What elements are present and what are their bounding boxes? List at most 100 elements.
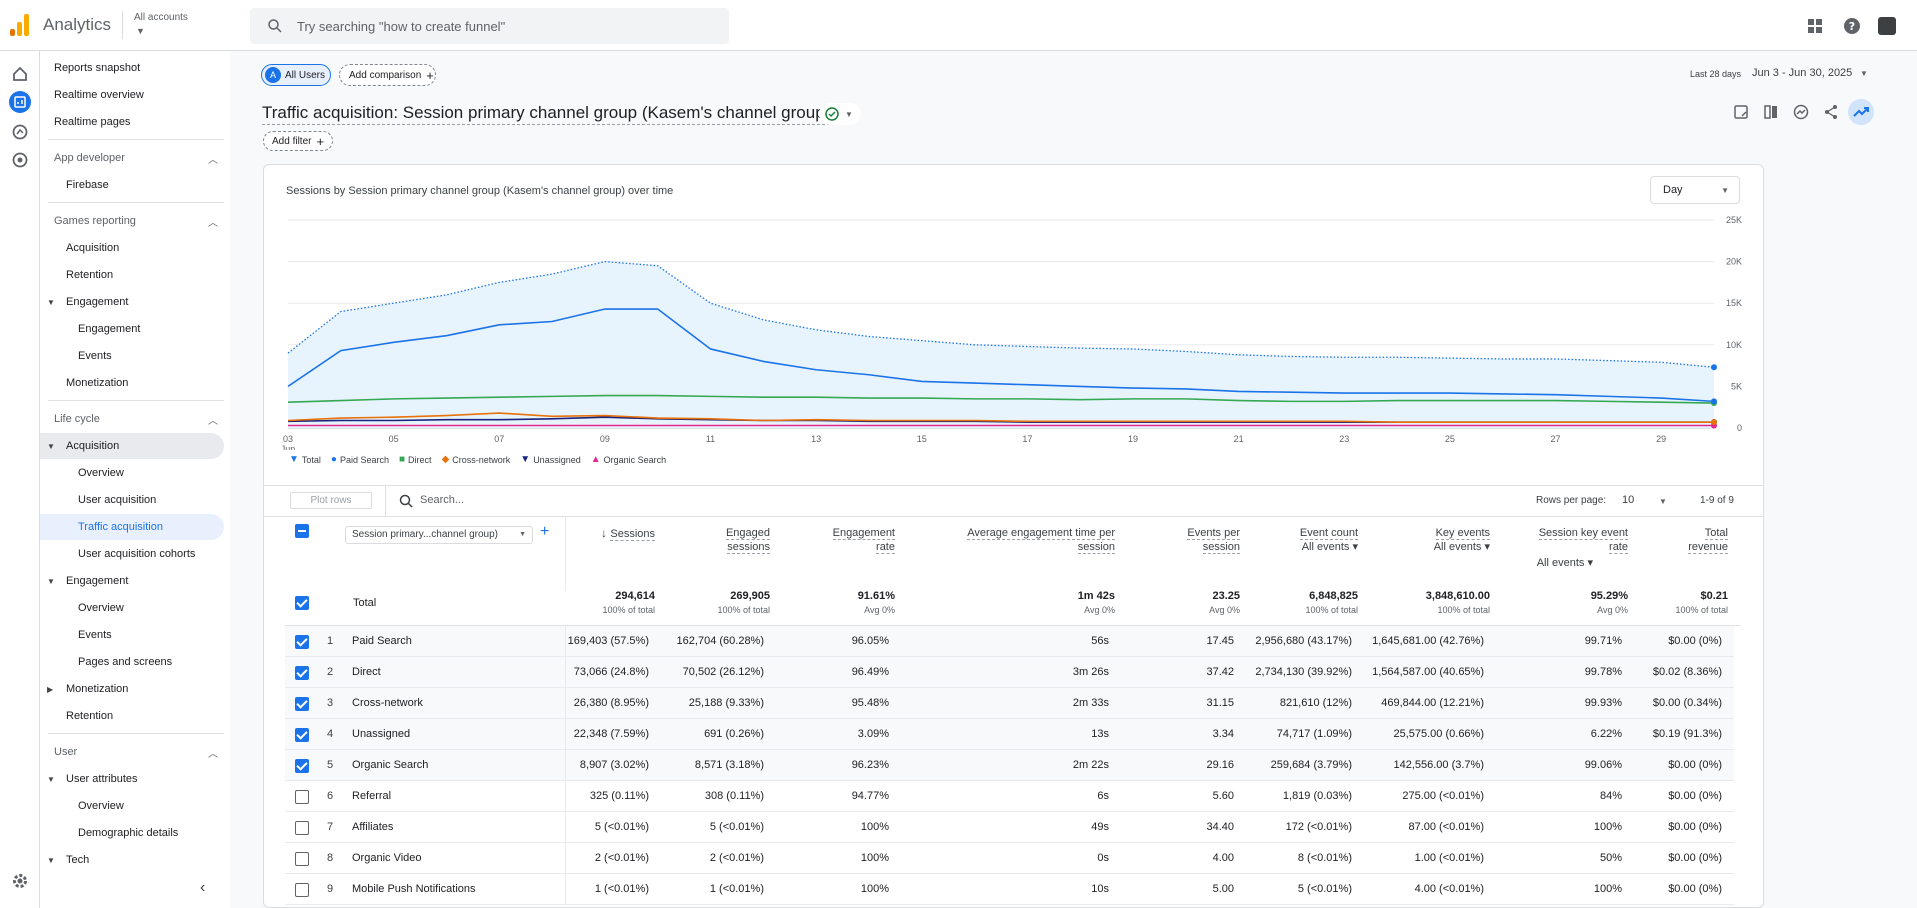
legend-item[interactable]: ◆ Cross-network [442,454,511,465]
nav-games-acquisition[interactable]: Acquisition [66,242,120,254]
nav-eng-events[interactable]: Events [78,629,112,641]
nav-games-monetization[interactable]: Monetization [66,377,129,389]
legend-item[interactable]: ■ Direct [399,454,432,465]
table-row[interactable]: 3 Cross-network 26,380 (8.95%) 25,188 (9.33… [285,688,1734,719]
legend-item[interactable]: ▼ Total [289,454,321,465]
collapse-nav-icon[interactable]: ‹ [200,879,206,896]
legend-item[interactable]: ▲ Organic Search [591,454,666,465]
reports-icon[interactable] [9,91,31,113]
help-icon[interactable]: ? [1842,16,1862,36]
row-checkbox[interactable] [295,883,309,897]
nav-user-acquisition-cohorts[interactable]: User acquisition cohorts [78,548,196,560]
nav-eng-overview[interactable]: Overview [78,602,124,614]
row-checkbox[interactable] [295,635,309,649]
avatar[interactable] [1878,17,1896,35]
nav-reports-snapshot[interactable]: Reports snapshot [54,62,141,74]
add-filter-button[interactable]: Add filter + [263,131,333,151]
table-row[interactable]: 2 Direct 73,066 (24.8%) 70,502 (26.12%) 96.4… [285,657,1734,688]
nav-attr-overview[interactable]: Overview [78,800,124,812]
y-tick-label: 25K [1726,215,1742,225]
nav-demographic-details[interactable]: Demographic details [78,827,179,839]
table-row[interactable]: 8 Organic Video 2 (<0.01%) 2 (<0.01%) 100% 0s… [285,843,1734,874]
expand-triangle-icon[interactable]: ▼ [47,775,55,784]
nav-acq-overview[interactable]: Overview [78,467,124,479]
add-comparison-button[interactable]: Add comparison + [339,64,436,86]
report-status-button[interactable]: ▼ [819,103,861,125]
nav-games-events[interactable]: Events [78,350,112,362]
nav-realtime-pages[interactable]: Realtime pages [54,116,131,128]
column-header[interactable]: Engaged sessions [570,526,770,554]
caret-down-icon[interactable]: ▼ [136,26,145,36]
legend-item[interactable]: ▼ Unassigned [520,454,580,465]
dimension-select[interactable]: Session primary...channel group) ▼ [345,526,533,544]
expand-triangle-icon[interactable]: ▼ [47,298,55,307]
nav-section-user[interactable]: User ︿ [54,739,230,765]
column-header[interactable]: ↓ Sessions [455,526,655,541]
column-header[interactable]: Engagement rate [695,526,895,554]
total-checkbox[interactable] [295,596,309,610]
column-header[interactable]: Event count All events ▾ [1158,526,1358,554]
nav-games-retention[interactable]: Retention [66,269,114,281]
row-checkbox[interactable] [295,759,309,773]
nav-section-games-reporting[interactable]: Games reporting ︿ [54,208,230,234]
nav-games-engagement-sub[interactable]: Engagement [78,323,141,335]
nav-monetization[interactable]: Monetization [66,683,129,695]
nav-acquisition[interactable]: ▼ Acquisition [40,433,224,459]
account-picker[interactable]: All accounts [134,12,188,23]
collapse-triangle-icon[interactable]: ▶ [47,685,54,694]
expand-triangle-icon[interactable]: ▼ [47,577,55,586]
table-row[interactable]: 1 Paid Search 169,403 (57.5%) 162,704 (60.2… [285,626,1734,657]
nav-section-app-developer[interactable]: App developer ︿ [54,145,230,171]
row-checkbox[interactable] [295,728,309,742]
nav-realtime-overview[interactable]: Realtime overview [54,89,144,101]
add-dimension-plus-icon[interactable]: + [540,523,550,540]
column-header[interactable]: Total revenue [1528,526,1728,554]
table-search-input[interactable]: Search... [420,494,465,506]
nav-retention[interactable]: Retention [66,710,114,722]
share-icon[interactable] [1822,103,1840,121]
row-checkbox[interactable] [295,821,309,835]
date-range-picker[interactable]: Jun 3 - Jun 30, 2025 [1752,67,1853,79]
nav-firebase[interactable]: Firebase [66,179,109,191]
column-header[interactable]: Key events All events ▾ [1290,526,1490,554]
column-header[interactable]: Session key event rate All events ▾ [1428,526,1628,570]
insights-icon[interactable] [1792,103,1810,121]
legend-item[interactable]: ● Paid Search [331,454,389,465]
edit-report-icon[interactable] [1732,103,1750,121]
all-users-chip[interactable]: A All Users [261,64,331,86]
column-header[interactable]: Events per session [1040,526,1240,554]
caret-down-icon[interactable]: ▼ [1659,497,1667,506]
table-row[interactable]: 5 Organic Search 8,907 (3.02%) 8,571 (3.18%… [285,750,1734,781]
nav-user-acquisition[interactable]: User acquisition [78,494,157,506]
row-checkbox[interactable] [295,852,309,866]
caret-down-icon[interactable]: ▼ [1860,69,1868,78]
table-row[interactable]: 9 Mobile Push Notifications 1 (<0.01%) 1 (<… [285,874,1734,905]
apps-grid-icon[interactable] [1805,16,1825,36]
table-row[interactable]: 7 Affiliates 5 (<0.01%) 5 (<0.01%) 100% 49s 34… [285,812,1734,843]
trend-toggle-button[interactable] [1848,99,1874,125]
nav-tech[interactable]: Tech [66,854,90,866]
row-checkbox[interactable] [295,697,309,711]
nav-pages-and-screens[interactable]: Pages and screens [78,656,173,668]
table-row[interactable]: 4 Unassigned 22,348 (7.59%) 691 (0.26%) 3.09… [285,719,1734,750]
x-tick-label: 19 [1128,434,1138,444]
row-checkbox[interactable] [295,666,309,680]
interval-select[interactable]: Day ▼ [1650,176,1740,204]
nav-user-attributes[interactable]: User attributes [66,773,138,785]
advertising-icon[interactable] [9,149,31,171]
nav-section-life-cycle[interactable]: Life cycle ︿ [54,406,230,432]
home-icon[interactable] [9,63,31,85]
column-header[interactable]: Average engagement time per session [915,526,1115,554]
rows-per-page-select[interactable]: 10 [1622,494,1635,506]
settings-gear-icon[interactable] [9,870,31,892]
compare-icon[interactable] [1762,103,1780,121]
search-bar[interactable]: Try searching "how to create funnel" [250,8,729,44]
table-row[interactable]: 6 Referral 325 (0.11%) 308 (0.11%) 94.77% 6s 5… [285,781,1734,812]
nav-traffic-acquisition[interactable]: Traffic acquisition [40,514,224,540]
plot-rows-button[interactable]: Plot rows [290,492,372,509]
expand-triangle-icon[interactable]: ▼ [47,856,55,865]
row-checkbox[interactable] [295,790,309,804]
explore-icon[interactable] [9,121,31,143]
nav-games-engagement[interactable]: Engagement [66,296,129,308]
nav-engagement[interactable]: Engagement [66,575,129,587]
